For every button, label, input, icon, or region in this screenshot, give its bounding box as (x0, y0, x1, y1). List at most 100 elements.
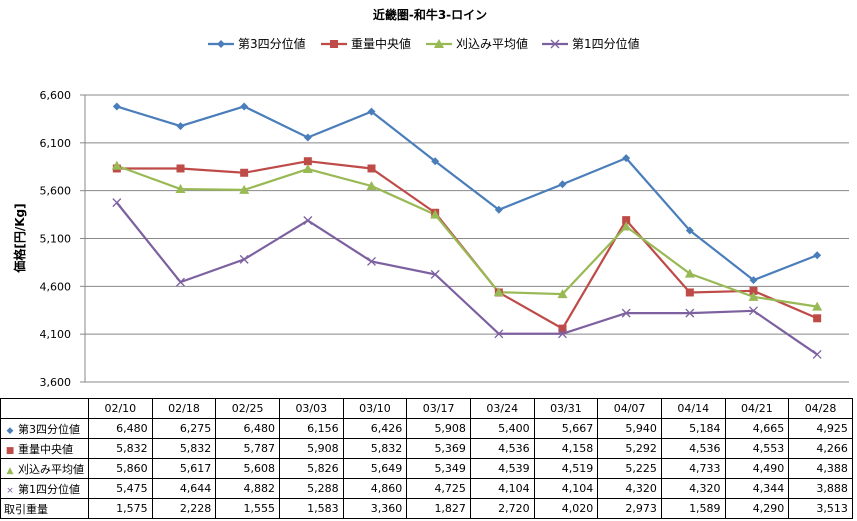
data-point (112, 102, 121, 111)
table-cell: 2,973 (597, 498, 662, 519)
data-point (558, 329, 567, 339)
y-tick-label: 6,100 (40, 137, 72, 150)
table-cell: 3,360 (342, 498, 408, 519)
chart-title: 近畿圏-和牛3-ロイン (373, 7, 487, 22)
data-point (621, 308, 631, 318)
table-cell: 4,644 (151, 478, 217, 499)
table-category: 03/24 (469, 398, 535, 419)
table-cell: 5,832 (151, 438, 217, 459)
data-point (430, 209, 441, 219)
table-cell: 4,490 (724, 458, 790, 479)
table-cell: 3,513 (788, 498, 853, 519)
series-line-3 (116, 164, 818, 308)
table-cell: 4,158 (533, 438, 599, 459)
table-row-header: ◆ 第3四分位値 (0, 418, 89, 439)
table-cell: 1,589 (660, 498, 726, 519)
data-point (176, 164, 185, 173)
table-cell: 4,320 (597, 478, 662, 499)
table-cell: 1,583 (278, 498, 344, 519)
y-tick-label: 6,600 (40, 89, 72, 102)
data-point (431, 157, 440, 166)
y-axis-ticks: 3,600 4,100 4,600 5,100 5,600 6,100 6,600 (40, 89, 86, 389)
table-cell: 4,320 (660, 478, 726, 499)
table-cell: 5,292 (597, 438, 662, 459)
table-series-name: 第3四分位値 (18, 422, 80, 436)
table-category: 04/28 (788, 398, 853, 419)
table-cell: 4,553 (724, 438, 790, 459)
data-point (303, 216, 313, 225)
y-tick-label: 3,600 (40, 376, 72, 389)
data-point (239, 184, 250, 194)
table-cell: 5,349 (406, 458, 471, 479)
table-row-header: ■ 重量中央値 (0, 438, 89, 459)
table-cell: 2,720 (469, 498, 535, 519)
data-point (749, 286, 758, 295)
data-point (685, 288, 694, 297)
data-point (366, 180, 377, 190)
data-point (430, 269, 440, 279)
data-point (111, 160, 122, 170)
table-cell: 4,290 (724, 498, 790, 519)
table-category: 03/03 (278, 398, 344, 419)
table-series-marker-icon: ◆ (6, 425, 14, 436)
table-corner (0, 398, 89, 419)
table-cell: 5,787 (215, 438, 280, 459)
table-header-row: 02/10 02/18 02/25 03/03 03/10 03/17 03/24 03/31… (0, 398, 853, 419)
data-point (302, 164, 313, 174)
table-cell: 4,266 (788, 438, 853, 459)
table-cell: 4,519 (533, 458, 599, 479)
y-tick-label: 5,100 (40, 233, 72, 246)
table-category: 03/17 (406, 398, 471, 419)
table-cell: 5,608 (215, 458, 280, 479)
table-cell: 4,388 (788, 458, 853, 479)
table-cell: 4,733 (660, 458, 726, 479)
data-point (685, 308, 695, 318)
table-series-name: 刈込み平均値 (18, 462, 84, 476)
table-cell: 5,369 (406, 438, 471, 459)
table-cell: 1,555 (215, 498, 280, 519)
table-cell: 1,827 (406, 498, 471, 519)
legend-label: 第3四分位値 (238, 36, 306, 51)
y-axis-label: 価格[円/Kg] (12, 203, 27, 273)
table-series-name: 第1四分位値 (18, 482, 80, 496)
table-cell: 6,480 (88, 418, 153, 439)
table-cell: 5,184 (660, 418, 726, 439)
table-cell: 6,480 (215, 418, 280, 439)
y-tick-label: 4,100 (40, 328, 72, 341)
table-row-header: ▲ 刈込み平均値 (0, 458, 89, 479)
table-cell: 6,275 (151, 418, 217, 439)
series-markers (111, 102, 823, 359)
table-row: ▲ 刈込み平均値 5,860 5,617 5,608 5,826 5,649 5,349 4,5… (0, 458, 853, 479)
table-cell: 6,426 (342, 418, 408, 439)
data-point (558, 324, 567, 333)
data-point (748, 291, 759, 301)
table-cell: 4,725 (406, 478, 471, 499)
series-lines (115, 105, 818, 356)
legend-marker (550, 39, 560, 49)
table-category: 04/07 (597, 398, 662, 419)
data-point (239, 254, 249, 264)
table-cell: 4,882 (215, 478, 280, 499)
table-cell: 4,536 (469, 438, 535, 459)
table-cell: 5,400 (469, 418, 535, 439)
gridlines (85, 94, 849, 383)
series-line-1 (116, 105, 818, 282)
data-point (176, 277, 185, 287)
legend: 第3四分位値 重量中央値 刈込み平均値 第1四分位値 (208, 36, 640, 51)
table-category: 02/10 (88, 398, 153, 419)
table-cell: 4,536 (660, 438, 726, 459)
legend-marker (330, 40, 338, 48)
table-cell: 3,888 (788, 478, 853, 499)
table-cell: 5,225 (597, 458, 662, 479)
data-point (812, 301, 823, 311)
data-point (813, 314, 822, 323)
table-row: ◆ 第3四分位値 6,480 6,275 6,480 6,156 6,426 5,908 5,4… (0, 418, 853, 439)
table-cell: 4,665 (724, 418, 790, 439)
table-row: ■ 重量中央値 5,832 5,832 5,787 5,908 5,832 5,369 4,53… (0, 438, 853, 459)
table-row: × 第1四分位値 5,475 4,644 4,882 5,288 4,860 4,725 4,1… (0, 478, 853, 499)
data-point (622, 154, 631, 163)
table-cell: 2,228 (151, 498, 217, 519)
table-category: 04/14 (660, 398, 726, 419)
data-point (176, 122, 185, 131)
legend-label: 重量中央値 (351, 36, 411, 51)
